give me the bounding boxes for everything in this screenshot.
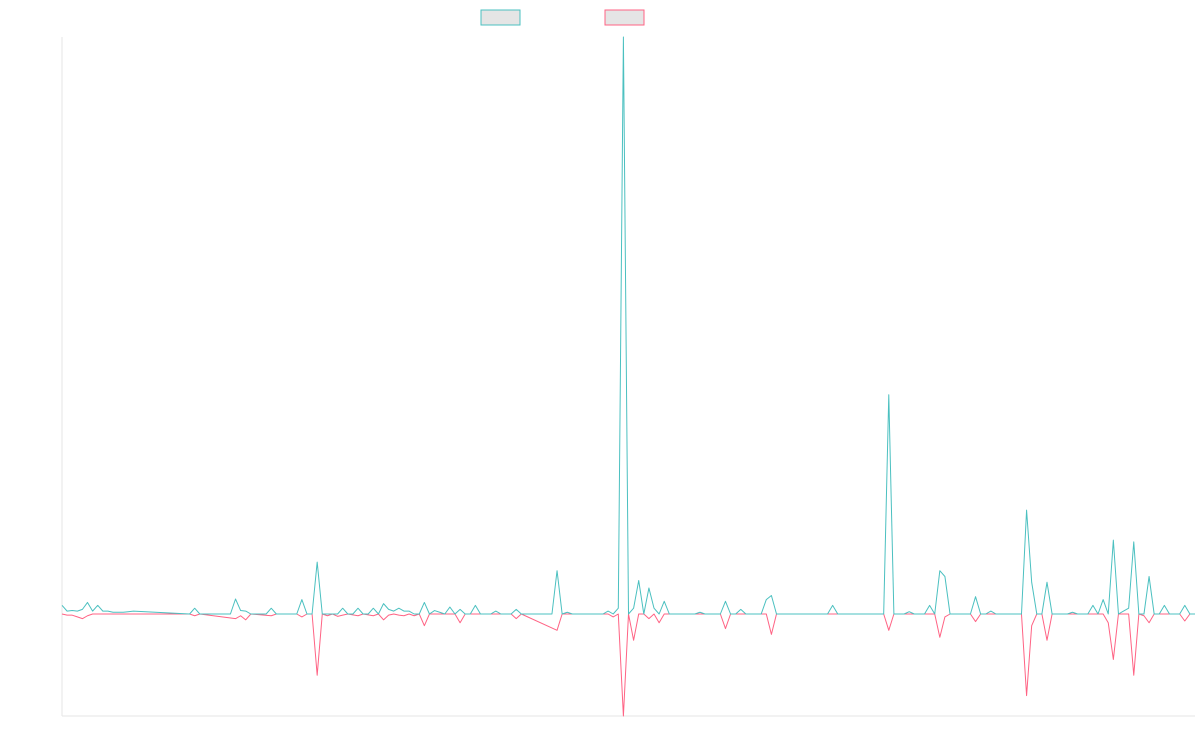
series-line-1: [61, 36, 1195, 615]
legend-swatch-2: [604, 9, 645, 26]
plot-area: [61, 36, 1195, 717]
legend-item-2[interactable]: [604, 9, 645, 26]
series-line-2: [61, 613, 1195, 717]
legend-swatch-1: [480, 9, 521, 26]
axes: [61, 37, 1195, 717]
legend-item-1[interactable]: [480, 9, 521, 26]
legend: [480, 9, 645, 26]
